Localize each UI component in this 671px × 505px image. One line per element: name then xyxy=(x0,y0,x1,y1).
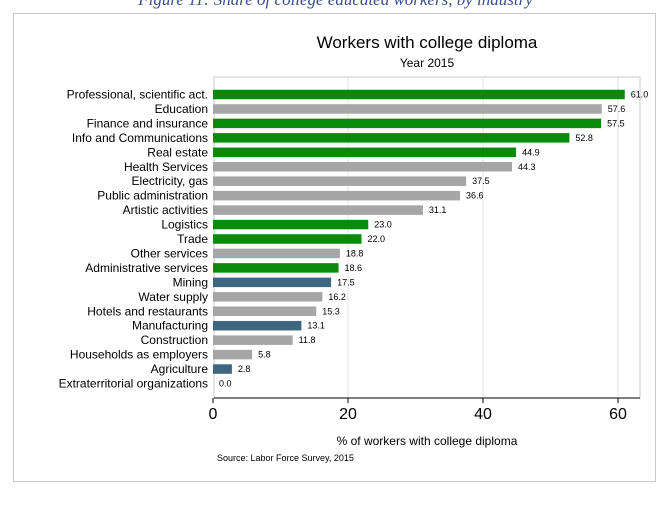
value-label: 2.8 xyxy=(238,364,251,374)
value-label: 61.0 xyxy=(631,90,649,100)
figure-caption: Figure 11: Share of college educated wor… xyxy=(0,0,671,10)
category-label: Electricity, gas xyxy=(132,174,208,188)
bar xyxy=(213,190,461,201)
value-label: 23.0 xyxy=(374,220,392,230)
chart-frame: Workers with college diploma Year 2015 P… xyxy=(13,13,656,482)
bar xyxy=(213,306,317,316)
bar xyxy=(213,263,339,273)
bar xyxy=(213,277,332,288)
bar xyxy=(213,364,232,374)
category-label: Public administration xyxy=(97,189,208,203)
value-label: 18.6 xyxy=(345,263,363,273)
bar xyxy=(213,176,467,186)
chart-subtitle: Year 2015 xyxy=(400,56,455,70)
category-label: Artistic activities xyxy=(123,203,208,217)
bar xyxy=(213,320,302,331)
x-tick-label: 60 xyxy=(609,406,627,423)
value-label: 44.9 xyxy=(522,147,540,157)
bar xyxy=(213,89,625,100)
value-label: 15.3 xyxy=(322,306,340,316)
value-label: 5.8 xyxy=(258,350,271,360)
value-label: 57.5 xyxy=(607,118,625,128)
bar xyxy=(213,234,362,244)
category-label: Construction xyxy=(141,333,208,347)
category-label: Trade xyxy=(177,232,208,246)
category-label: Mining xyxy=(173,275,208,289)
bar xyxy=(213,147,517,158)
category-label: Hotels and restaurants xyxy=(87,304,208,318)
category-label: Real estate xyxy=(147,145,208,159)
x-tick-label: 40 xyxy=(474,406,492,423)
x-tick-label: 0 xyxy=(209,406,218,423)
category-label: Professional, scientific act. xyxy=(67,88,208,102)
bar xyxy=(213,133,570,143)
bar xyxy=(213,292,323,302)
value-label: 52.8 xyxy=(575,133,593,143)
x-axis-label: % of workers with college diploma xyxy=(337,434,518,448)
bar xyxy=(213,162,513,172)
category-label: Education xyxy=(155,102,208,116)
bar xyxy=(213,118,602,129)
category-label: Logistics xyxy=(161,218,208,232)
value-label: 57.6 xyxy=(608,104,626,114)
source-note: Source: Labor Force Survey, 2015 xyxy=(217,453,354,463)
value-label: 22.0 xyxy=(368,234,386,244)
bar xyxy=(213,335,293,345)
category-label: Health Services xyxy=(124,160,208,174)
value-label: 17.5 xyxy=(337,277,355,287)
bar-chart: Workers with college diploma Year 2015 P… xyxy=(59,33,649,463)
category-labels: Professional, scientific act.EducationFi… xyxy=(59,88,209,391)
chart-title: Workers with college diploma xyxy=(317,33,538,52)
bar xyxy=(213,219,369,230)
bar xyxy=(213,104,602,114)
value-label: 11.8 xyxy=(299,335,316,345)
value-label: 44.3 xyxy=(518,162,536,172)
value-label: 0.0 xyxy=(219,379,232,389)
category-label: Finance and insurance xyxy=(87,116,209,130)
bar xyxy=(213,248,340,259)
category-label: Households as employers xyxy=(70,348,208,362)
bars xyxy=(213,89,625,374)
category-label: Administrative services xyxy=(85,261,208,275)
category-label: Other services xyxy=(131,246,208,260)
value-label: 36.6 xyxy=(466,191,484,201)
category-label: Extraterritorial organizations xyxy=(59,377,208,391)
category-label: Agriculture xyxy=(151,362,209,376)
category-label: Water supply xyxy=(138,290,208,304)
value-label: 37.5 xyxy=(472,176,490,186)
bar xyxy=(213,349,253,360)
x-tick-label: 20 xyxy=(339,406,357,423)
value-label: 31.1 xyxy=(429,205,447,215)
x-ticks: 0 20 40 60 xyxy=(209,398,627,423)
value-label: 16.2 xyxy=(328,292,346,302)
category-label: Info and Communications xyxy=(72,131,208,145)
bar xyxy=(213,205,423,215)
value-label: 18.8 xyxy=(346,248,364,258)
value-label: 13.1 xyxy=(307,321,325,331)
category-label: Manufacturing xyxy=(132,319,208,333)
value-labels: 61.0 57.6 57.5 52.8 44.9 44.3 37.5 36.6 31.1 23.0… xyxy=(219,90,648,389)
